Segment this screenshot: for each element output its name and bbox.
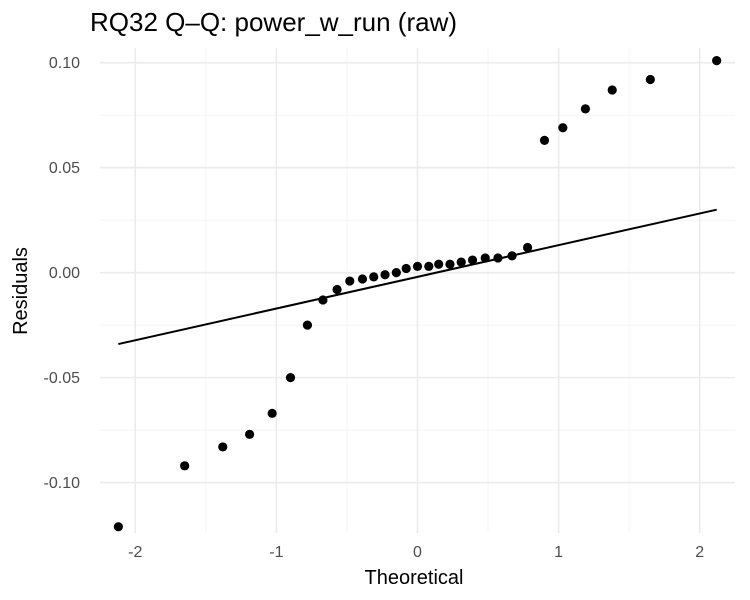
data-point [391, 268, 401, 278]
data-point [539, 135, 550, 145]
y-axis-title: Residuals [10, 247, 32, 335]
x-axis-ticks: -2 -1 0 1 2 [128, 544, 704, 561]
data-point [244, 429, 255, 439]
data-point [467, 255, 478, 265]
data-point [558, 123, 568, 133]
y-tick-label: 0.10 [49, 55, 80, 72]
data-point [522, 242, 533, 253]
x-axis-title: Theoretical [365, 567, 464, 589]
data-point [456, 257, 466, 267]
data-point [645, 74, 655, 85]
y-tick-label: -0.10 [44, 475, 81, 492]
data-point [357, 274, 368, 284]
y-axis-ticks: -0.10 -0.05 0.00 0.05 0.10 [44, 55, 81, 492]
x-tick-label: -1 [269, 544, 283, 561]
data-point [607, 85, 617, 95]
data-point [113, 522, 123, 532]
data-point [434, 259, 444, 269]
data-point [380, 270, 390, 280]
grid [100, 48, 735, 533]
x-tick-label: 0 [413, 544, 422, 561]
data-point [401, 263, 411, 274]
data-point [285, 373, 296, 383]
data-point [180, 461, 190, 471]
chart-title: RQ32 Q–Q: power_w_run (raw) [90, 7, 457, 37]
x-tick-label: 1 [554, 544, 563, 561]
data-point [412, 261, 423, 271]
data-points [113, 55, 722, 532]
data-point [318, 295, 328, 305]
data-point [493, 253, 503, 263]
data-point [302, 320, 313, 330]
data-point [480, 253, 490, 263]
x-tick-label: -2 [128, 544, 142, 561]
data-point [507, 251, 517, 261]
x-tick-label: 2 [695, 544, 704, 561]
y-tick-label: 0.00 [49, 265, 80, 282]
data-point [332, 284, 342, 295]
data-point [369, 272, 379, 282]
data-point [712, 55, 722, 66]
y-tick-label: -0.05 [44, 370, 81, 387]
data-point [580, 104, 591, 114]
data-point [345, 276, 355, 286]
reference-line [118, 208, 717, 346]
data-point [218, 442, 228, 452]
data-point [445, 259, 455, 269]
data-point [424, 261, 434, 271]
data-point [267, 408, 277, 418]
y-tick-label: 0.05 [49, 160, 80, 177]
